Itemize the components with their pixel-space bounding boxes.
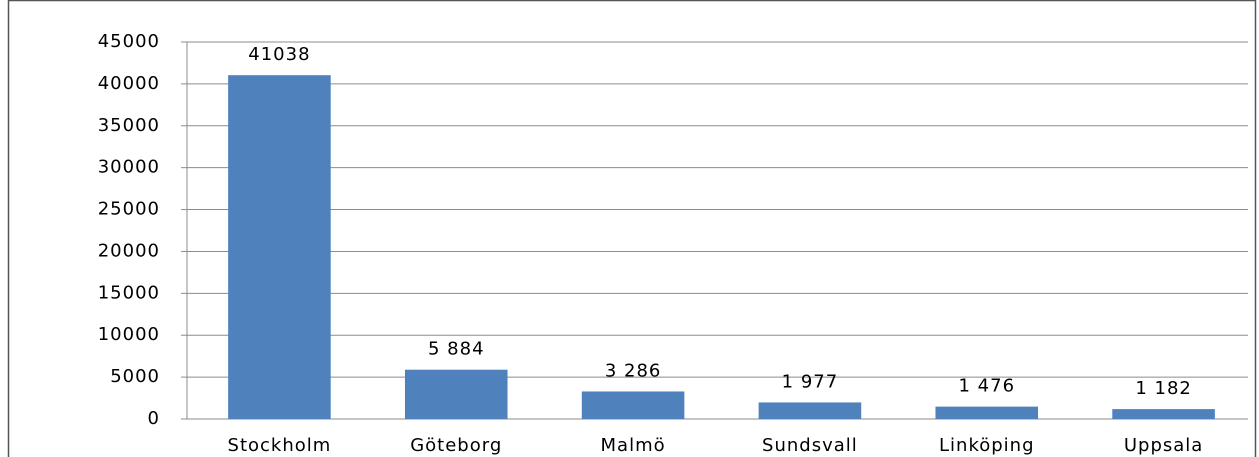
y-tick-label: 45000	[98, 31, 160, 52]
y-tick-label: 20000	[98, 240, 160, 261]
y-tick-label: 0	[148, 408, 160, 429]
bar	[581, 391, 685, 419]
bar	[404, 369, 508, 419]
y-tick-label: 35000	[98, 115, 160, 136]
data-label: 1 182	[1135, 378, 1192, 399]
y-tick-label: 5000	[110, 366, 160, 387]
bar	[1112, 409, 1215, 419]
x-tick-label: Göteborg	[410, 435, 502, 456]
bar	[935, 406, 1039, 419]
y-tick-label: 40000	[98, 73, 160, 94]
x-tick-label: Sundsvall	[762, 435, 858, 456]
x-tick-label: Malmö	[601, 435, 666, 456]
y-tick-label: 30000	[98, 157, 160, 178]
y-tick-label: 25000	[98, 199, 160, 220]
y-tick-label: 15000	[98, 282, 160, 303]
data-label: 1 977	[782, 371, 839, 392]
data-label: 5 884	[428, 339, 485, 360]
bar	[228, 75, 331, 420]
x-tick-label: Stockholm	[228, 435, 332, 456]
data-label: 41038	[248, 44, 310, 65]
data-label: 3 286	[605, 360, 662, 381]
x-tick-label: Uppsala	[1124, 435, 1203, 456]
data-label: 1 476	[958, 376, 1015, 397]
y-tick-label: 10000	[98, 324, 160, 345]
chart-border	[7, 0, 1257, 457]
bar	[758, 402, 862, 419]
x-tick-label: Linköping	[939, 435, 1035, 456]
